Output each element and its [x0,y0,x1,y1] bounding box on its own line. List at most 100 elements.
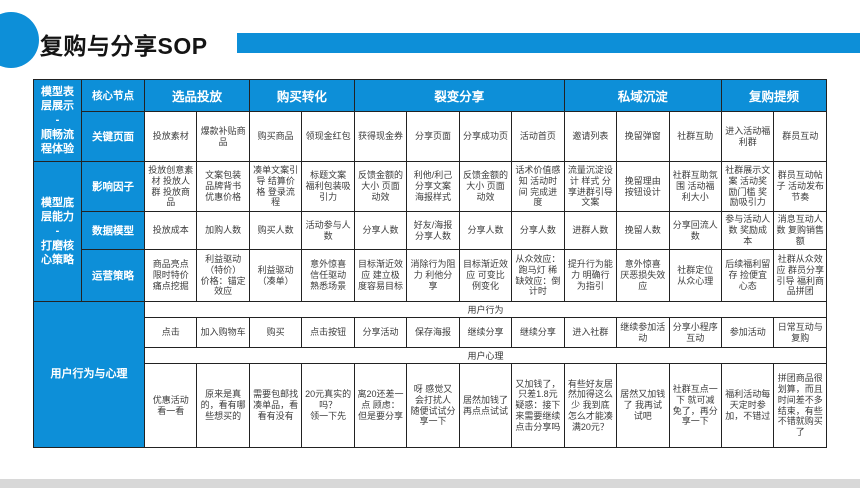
table-cell: 投放创意素材 投放人群 投放商品 [143,161,198,212]
table-cell: 居然加钱了 再点点试试 [458,363,513,448]
table-cell: 投放成本 [143,211,198,250]
table-cell: 利益驱动（特价） 价格：锚定效应 [196,249,250,302]
table-cell: 加入购物车 [196,317,250,348]
table-cell: 意外惊喜 厌恶损失效应 [616,249,670,302]
table-cell: 进入社群 [563,317,618,348]
user-psychology-row: 优惠活动 看一看 原来是真的，看有哪些想买的 需要包邮找凑单品，看看有没有 20元真实… [34,363,827,448]
user-behavior-band-row: 用户行为与心理 用户行为 [33,301,827,448]
table-cell: 投放素材 [143,111,198,162]
row-label-key-pages: 关键页面 [81,111,145,162]
column-group-repurchase-frequency: 复购提频 [720,79,828,112]
table-cell: 分享人数 [353,211,408,250]
table-cell: 分享页面 [406,111,460,162]
band-user-behavior: 用户行为 [144,301,827,318]
table-cell: 又加钱了，只差1.8元 疑惑：接下来需要继续点击分享吗 [511,363,565,448]
accent-circle [0,12,39,68]
table-cell: 保存海报 [406,317,460,348]
band-user-psychology: 用户心理 [144,347,827,364]
table-cell: 点击按钮 [301,317,355,348]
table-cell: 利他/利己分享文案 海报样式 [406,161,460,212]
table-cell: 反馈金额的大小 页面动效 [353,161,408,212]
table-cell: 需要包邮找凑单品，看看有没有 [248,363,303,448]
table-cell: 社群从众效应 群员分享引导 福利商品拼团 [773,249,827,302]
table-cell: 拼团商品很划算，而且时间差不多结束，有些不错就购买了 [773,363,827,448]
table-cell: 凑单文案引导 结算价格 登录流程 [248,161,303,212]
table-cell: 社群互助氛围 活动福利大小 [668,161,722,212]
table-cell: 日常互动与复购 [773,317,827,348]
table-cell: 购买 [248,317,303,348]
table-cell: 领现金红包 [301,111,355,162]
table-cell: 20元真实的吗？ 领一下先 [301,363,355,448]
table-cell: 加购人数 [196,211,250,250]
table-cell: 挽留弹窗 [616,111,670,162]
row-label-influence-factors: 影响因子 [81,161,145,212]
row-label-data-model: 数据模型 [81,211,145,250]
table-cell: 有些好友居然加得这么少 我到底怎么才能凑满20元？ [563,363,618,448]
row-group-user-behavior-psychology: 用户行为与心理 [33,301,145,448]
table-cell: 福利活动每天定时参加，不错过 [720,363,775,448]
row-label-operation-strategy: 运营策略 [81,249,145,302]
table-cell: 继续参加活动 [616,317,670,348]
column-group-purchase-conversion: 购买转化 [248,79,355,112]
table-cell: 挽留人数 [616,211,670,250]
table-cell: 提升行为能力 明确行为指引 [563,249,618,302]
table-cell: 离20还差一点 顾虑：但是要分享 [353,363,408,448]
table-cell: 文案包装 品牌背书 优惠价格 [196,161,250,212]
table-cell: 优惠活动 看一看 [143,363,198,448]
table-cell: 群员互动 [773,111,827,162]
table-cell: 流量沉淀设计 样式 分享进群引导文案 [563,161,618,212]
corner-core-node-label: 核心节点 [81,79,145,112]
table-cell: 进群人数 [563,211,618,250]
table-cell: 购买商品 [248,111,303,162]
table-cell: 继续分享 [511,317,565,348]
table-cell: 分享回流人数 [668,211,722,250]
table-cell: 邀请列表 [563,111,618,162]
table-cell: 分享人数 [511,211,565,250]
table-cell: 呀 感觉又会打扰人 随便试试分享一下 [406,363,460,448]
table-cell: 获得现金券 [353,111,408,162]
table-cell: 话术价值感知 活动时间 完成进度 [511,161,565,212]
table-cell: 目标渐近效应 建立极度容易目标 [353,249,408,302]
table-cell: 从众效应：跑马灯 稀缺效应：倒计时 [511,249,565,302]
table-cell: 社群定位 从众心理 [668,249,722,302]
table-cell: 消息互动人数 复购销售额 [773,211,827,250]
row-group-model-underlying: 模型底层能力 - 打磨核心策略 [33,161,82,302]
table-cell: 挽留理由 按钮设计 [616,161,670,212]
bottom-strip [0,479,860,488]
operation-strategy-row: 运营策略 商品亮点 限时特价 痛点挖掘 利益驱动（特价） 价格：锚定效应 利益驱动 … [34,249,827,302]
user-psychology-band-row: 用户心理 [34,347,827,364]
table-cell: 分享小程序 互动 [668,317,722,348]
column-group-selection-delivery: 选品投放 [144,79,250,112]
table-cell: 社群展示文案 活动奖励门槛 奖励吸引力 [720,161,775,212]
table-cell: 参与活动人数 奖励成本 [720,211,775,250]
table-cell: 原来是真的，看有哪些想买的 [196,363,250,448]
table-cell: 消除行为阻力 利他分享 [406,249,460,302]
table-cell: 反馈金额的大小 页面动效 [458,161,513,212]
table-cell: 好友/海报分享人数 [406,211,460,250]
sop-table: 模型表层展示 - 顺畅流程体验 核心节点 选品投放 购买转化 裂变分享 私域沉淀… [33,79,828,448]
table-cell: 继续分享 [458,317,513,348]
table-cell: 后续福利留存 捡便宜心态 [720,249,775,302]
table-cell: 群员互动帖子 活动发布节奏 [773,161,827,212]
table-cell: 分享活动 [353,317,408,348]
table-cell: 活动参与人数 [301,211,355,250]
table-cell: 爆款补贴商品 [196,111,250,162]
table-cell: 商品亮点 限时特价 痛点挖掘 [143,249,198,302]
table-cell: 意外惊喜 信任驱动 熟悉场景 [301,249,355,302]
table-cell: 目标渐近效应 可变比例变化 [458,249,513,302]
table-cell: 购买人数 [248,211,303,250]
table-cell: 标题文案 福利包装吸引力 [301,161,355,212]
table-cell: 社群互点一下 就可减免了，再分享一下 [668,363,722,448]
influence-factors-row: 模型底层能力 - 打磨核心策略 影响因子 投放创意素材 投放人群 投放商品 文案包… [33,161,827,302]
table-cell: 利益驱动 （凑单） [248,249,303,302]
user-behavior-row: 点击 加入购物车 购买 点击按钮 分享活动 保存海报 继续分享 继续分享 进入社群 继续参加活动分… [34,317,827,348]
header-row: 模型表层展示 - 顺畅流程体验 核心节点 选品投放 购买转化 裂变分享 私域沉淀… [33,79,828,162]
table-cell: 活动首页 [511,111,565,162]
table-cell: 进入活动福利群 [720,111,775,162]
page-title: 复购与分享SOP [40,33,208,59]
table-cell: 分享人数 [458,211,513,250]
table-cell: 点击 [143,317,198,348]
row-group-model-surface: 模型表层展示 - 顺畅流程体验 [33,79,82,162]
column-group-viral-sharing: 裂变分享 [353,79,565,112]
table-cell: 居然又加钱了 我再试试吧 [616,363,670,448]
